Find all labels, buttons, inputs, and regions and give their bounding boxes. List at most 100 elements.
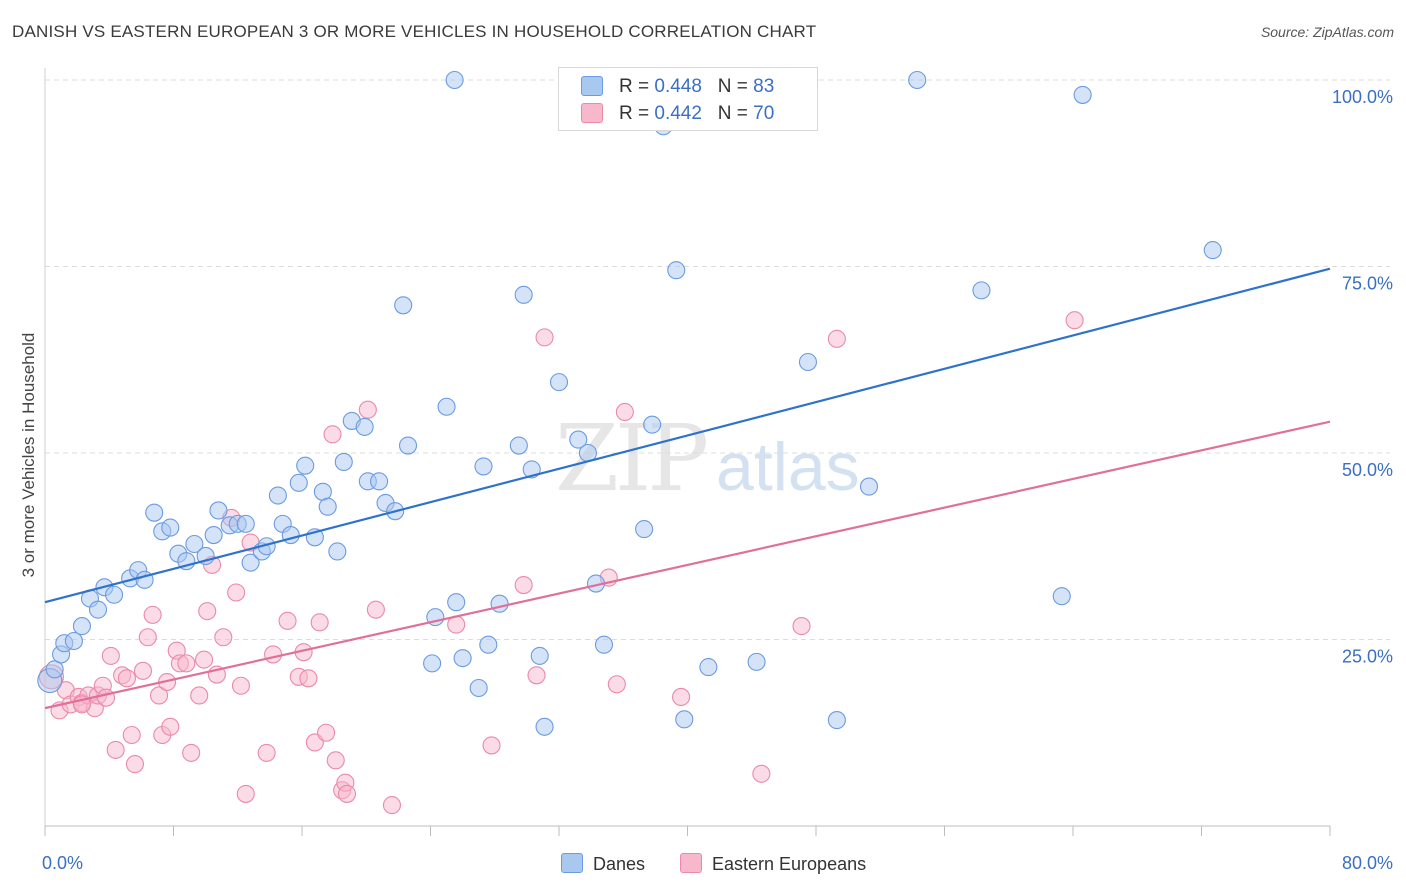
danes-point — [479, 635, 498, 654]
eastern-europeans-point — [323, 425, 342, 444]
eastern-europeans-point — [96, 688, 116, 707]
eastern-europeans-point — [615, 402, 634, 422]
danes-point — [64, 631, 83, 651]
danes-point — [289, 473, 308, 492]
danes-point — [72, 617, 91, 636]
y-tick-label: 50.0% — [1342, 460, 1393, 480]
eastern-europeans-point — [101, 646, 120, 665]
danes-point — [445, 70, 464, 90]
bottom-legend-danes: Danes — [561, 853, 645, 875]
eastern-europeans-point — [264, 645, 283, 664]
danes-point — [667, 261, 686, 280]
danes-point — [1052, 587, 1071, 606]
eastern-europeans-point — [161, 717, 180, 736]
danes-point — [972, 281, 991, 300]
y-tick-label: 100.0% — [1332, 87, 1393, 107]
eastern-europeans-point — [122, 725, 141, 745]
danes-point — [45, 660, 64, 679]
danes-point — [859, 477, 879, 496]
danes-point — [490, 594, 509, 613]
eastern-europeans-point — [257, 743, 276, 762]
eastern-europeans-point — [190, 686, 209, 705]
danes-point — [827, 711, 846, 730]
eastern-europeans-point — [231, 676, 251, 695]
y-tick-label: 25.0% — [1342, 647, 1393, 667]
danes-point — [394, 296, 413, 315]
danes-point — [569, 430, 588, 449]
danes-point — [469, 678, 488, 698]
danes-point — [161, 518, 180, 537]
eastern-europeans-point — [133, 661, 153, 680]
eastern-europeans-point — [177, 654, 196, 673]
danes-point — [437, 397, 456, 416]
legend-n-value: 83 — [753, 76, 775, 97]
eastern-europeans-point — [827, 329, 846, 348]
eastern-europeans-point — [326, 751, 345, 770]
chart-title: DANISH VS EASTERN EUROPEAN 3 OR MORE VEH… — [12, 22, 817, 41]
eastern-europeans-point — [149, 686, 169, 705]
danes-point — [474, 457, 493, 476]
danes-point — [88, 600, 108, 619]
danes-point — [296, 456, 315, 475]
danes-point — [1203, 241, 1222, 260]
correlation-legend: R = 0.448 N = 83 R = 0.442 N = 70 — [558, 67, 818, 131]
danes-point — [145, 503, 164, 522]
eastern-europeans-point — [1065, 311, 1084, 330]
danes-point — [370, 472, 389, 491]
eastern-europeans-point — [236, 784, 255, 803]
eastern-europeans-point — [138, 628, 157, 647]
danes-trend-line — [44, 267, 1331, 604]
gridlines — [45, 79, 1390, 640]
watermark-zip: ZIP — [555, 405, 709, 512]
eastern-europeans-point — [117, 669, 136, 688]
watermark-atlas: atlas — [716, 429, 860, 505]
y-tick-label: 75.0% — [1342, 274, 1393, 294]
danes-point — [594, 635, 614, 654]
eastern-europeans-point — [672, 687, 691, 706]
danes-point — [453, 649, 472, 668]
eastern-europeans-point — [143, 605, 162, 624]
legend-n-value: 70 — [753, 103, 775, 124]
legend-r-value: 0.442 — [654, 103, 702, 124]
danes-point — [236, 514, 255, 533]
eastern-europeans-point — [227, 583, 246, 602]
danes-point — [334, 452, 353, 472]
eastern-europeans-point — [337, 784, 357, 803]
source-label: Source: ZipAtlas.com — [1260, 24, 1394, 40]
danes-point — [908, 70, 927, 90]
x-tick-label: 0.0% — [42, 853, 83, 873]
eastern-europeans-point — [299, 669, 318, 688]
legend-r-label: R = — [619, 103, 655, 124]
eastern-europeans-point — [125, 755, 144, 774]
danes-point — [398, 436, 418, 455]
danes-point — [509, 436, 528, 455]
danes-point — [1073, 85, 1092, 104]
eastern-europeans-point — [278, 611, 297, 630]
eastern-europeans-point — [382, 796, 402, 815]
danes-point — [530, 646, 549, 665]
legend-label-eastern-europeans: Eastern Europeans — [712, 854, 867, 874]
eastern-europeans-point — [535, 328, 554, 347]
legend-swatch-eastern-europeans — [680, 853, 702, 873]
legend-swatch-eastern-europeans — [581, 103, 603, 123]
danes-point — [643, 415, 662, 434]
legend-n-label: N = — [717, 76, 754, 97]
danes-point — [423, 654, 442, 673]
danes-point — [549, 373, 569, 392]
danes-point — [355, 417, 374, 436]
eastern-europeans-point — [182, 743, 201, 762]
eastern-europeans-point — [358, 400, 377, 419]
danes-point — [328, 542, 347, 561]
eastern-europeans-point — [514, 575, 533, 595]
x-tick-label: 80.0% — [1342, 853, 1393, 873]
danes-point — [514, 285, 533, 304]
legend-label-danes: Danes — [593, 854, 646, 874]
danes-point — [675, 710, 694, 729]
danes-point — [204, 526, 223, 545]
eastern-europeans-point — [607, 675, 626, 694]
eastern-europeans-point — [310, 613, 329, 632]
danes-point — [699, 658, 718, 677]
eastern-europeans-point — [366, 600, 385, 619]
trend-lines — [44, 267, 1331, 710]
